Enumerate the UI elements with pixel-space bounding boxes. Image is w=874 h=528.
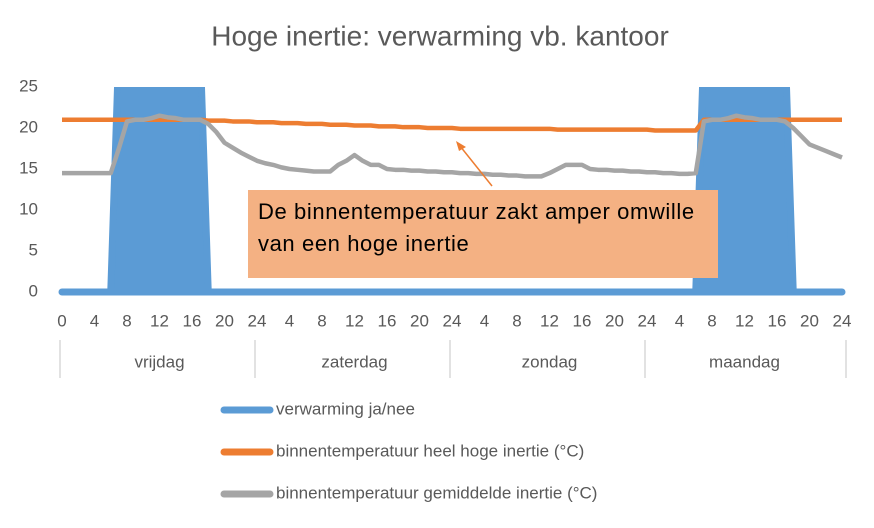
- chart-title: Hoge inertie: verwarming vb. kantoor: [211, 20, 669, 51]
- y-tick-label: 20: [19, 117, 38, 136]
- heating-area: [58, 87, 846, 296]
- legend-label: verwarming ja/nee: [276, 399, 415, 418]
- x-tick-label: 20: [800, 311, 819, 330]
- y-tick-label: 25: [19, 76, 38, 95]
- x-tick-label: 20: [605, 311, 624, 330]
- x-tick-label: 24: [638, 311, 657, 330]
- x-tick-label: 24: [833, 311, 852, 330]
- plot-area: [58, 87, 846, 296]
- x-tick-label: 12: [150, 311, 169, 330]
- annotation: De binnentemperatuur zakt amper omwille …: [258, 199, 695, 256]
- x-tick-label: 12: [735, 311, 754, 330]
- x-tick-label: 4: [90, 311, 99, 330]
- x-tick-label: 24: [443, 311, 462, 330]
- legend-label: binnentemperatuur heel hoge inertie (°C): [276, 441, 584, 460]
- annotation-wrap: De binnentemperatuur zakt amper omwille …: [258, 199, 695, 256]
- x-tick-label: 16: [183, 311, 202, 330]
- x-tick-label: 0: [57, 311, 66, 330]
- x-tick-label: 20: [410, 311, 429, 330]
- x-tick-label: 4: [675, 311, 684, 330]
- group-label: zondag: [522, 352, 578, 371]
- annotation-arrow: [459, 145, 493, 187]
- annotation-box: [248, 190, 718, 278]
- group-label: zaterdag: [321, 352, 387, 371]
- x-tick-label: 12: [345, 311, 364, 330]
- x-tick-label: 4: [285, 311, 294, 330]
- x-tick-label: 8: [707, 311, 716, 330]
- x-tick-label: 8: [122, 311, 131, 330]
- x-tick-label: 16: [573, 311, 592, 330]
- y-tick-label: 0: [29, 281, 38, 300]
- arrow-head: [456, 141, 466, 151]
- group-label: vrijdag: [134, 352, 184, 371]
- x-tick-label: 4: [480, 311, 489, 330]
- temperature-line: [62, 113, 843, 179]
- legend-label: binnentemperatuur gemiddelde inertie (°C…: [276, 483, 597, 502]
- x-tick-label: 16: [378, 311, 397, 330]
- x-tick-label: 8: [512, 311, 521, 330]
- x-tick-label: 16: [768, 311, 787, 330]
- x-tick-label: 8: [317, 311, 326, 330]
- y-tick-label: 15: [19, 158, 38, 177]
- y-tick-label: 5: [29, 240, 38, 259]
- y-tick-label: 10: [19, 199, 38, 218]
- x-tick-label: 12: [540, 311, 559, 330]
- group-label: maandag: [709, 352, 780, 371]
- x-tick-label: 20: [215, 311, 234, 330]
- x-tick-label: 24: [248, 311, 267, 330]
